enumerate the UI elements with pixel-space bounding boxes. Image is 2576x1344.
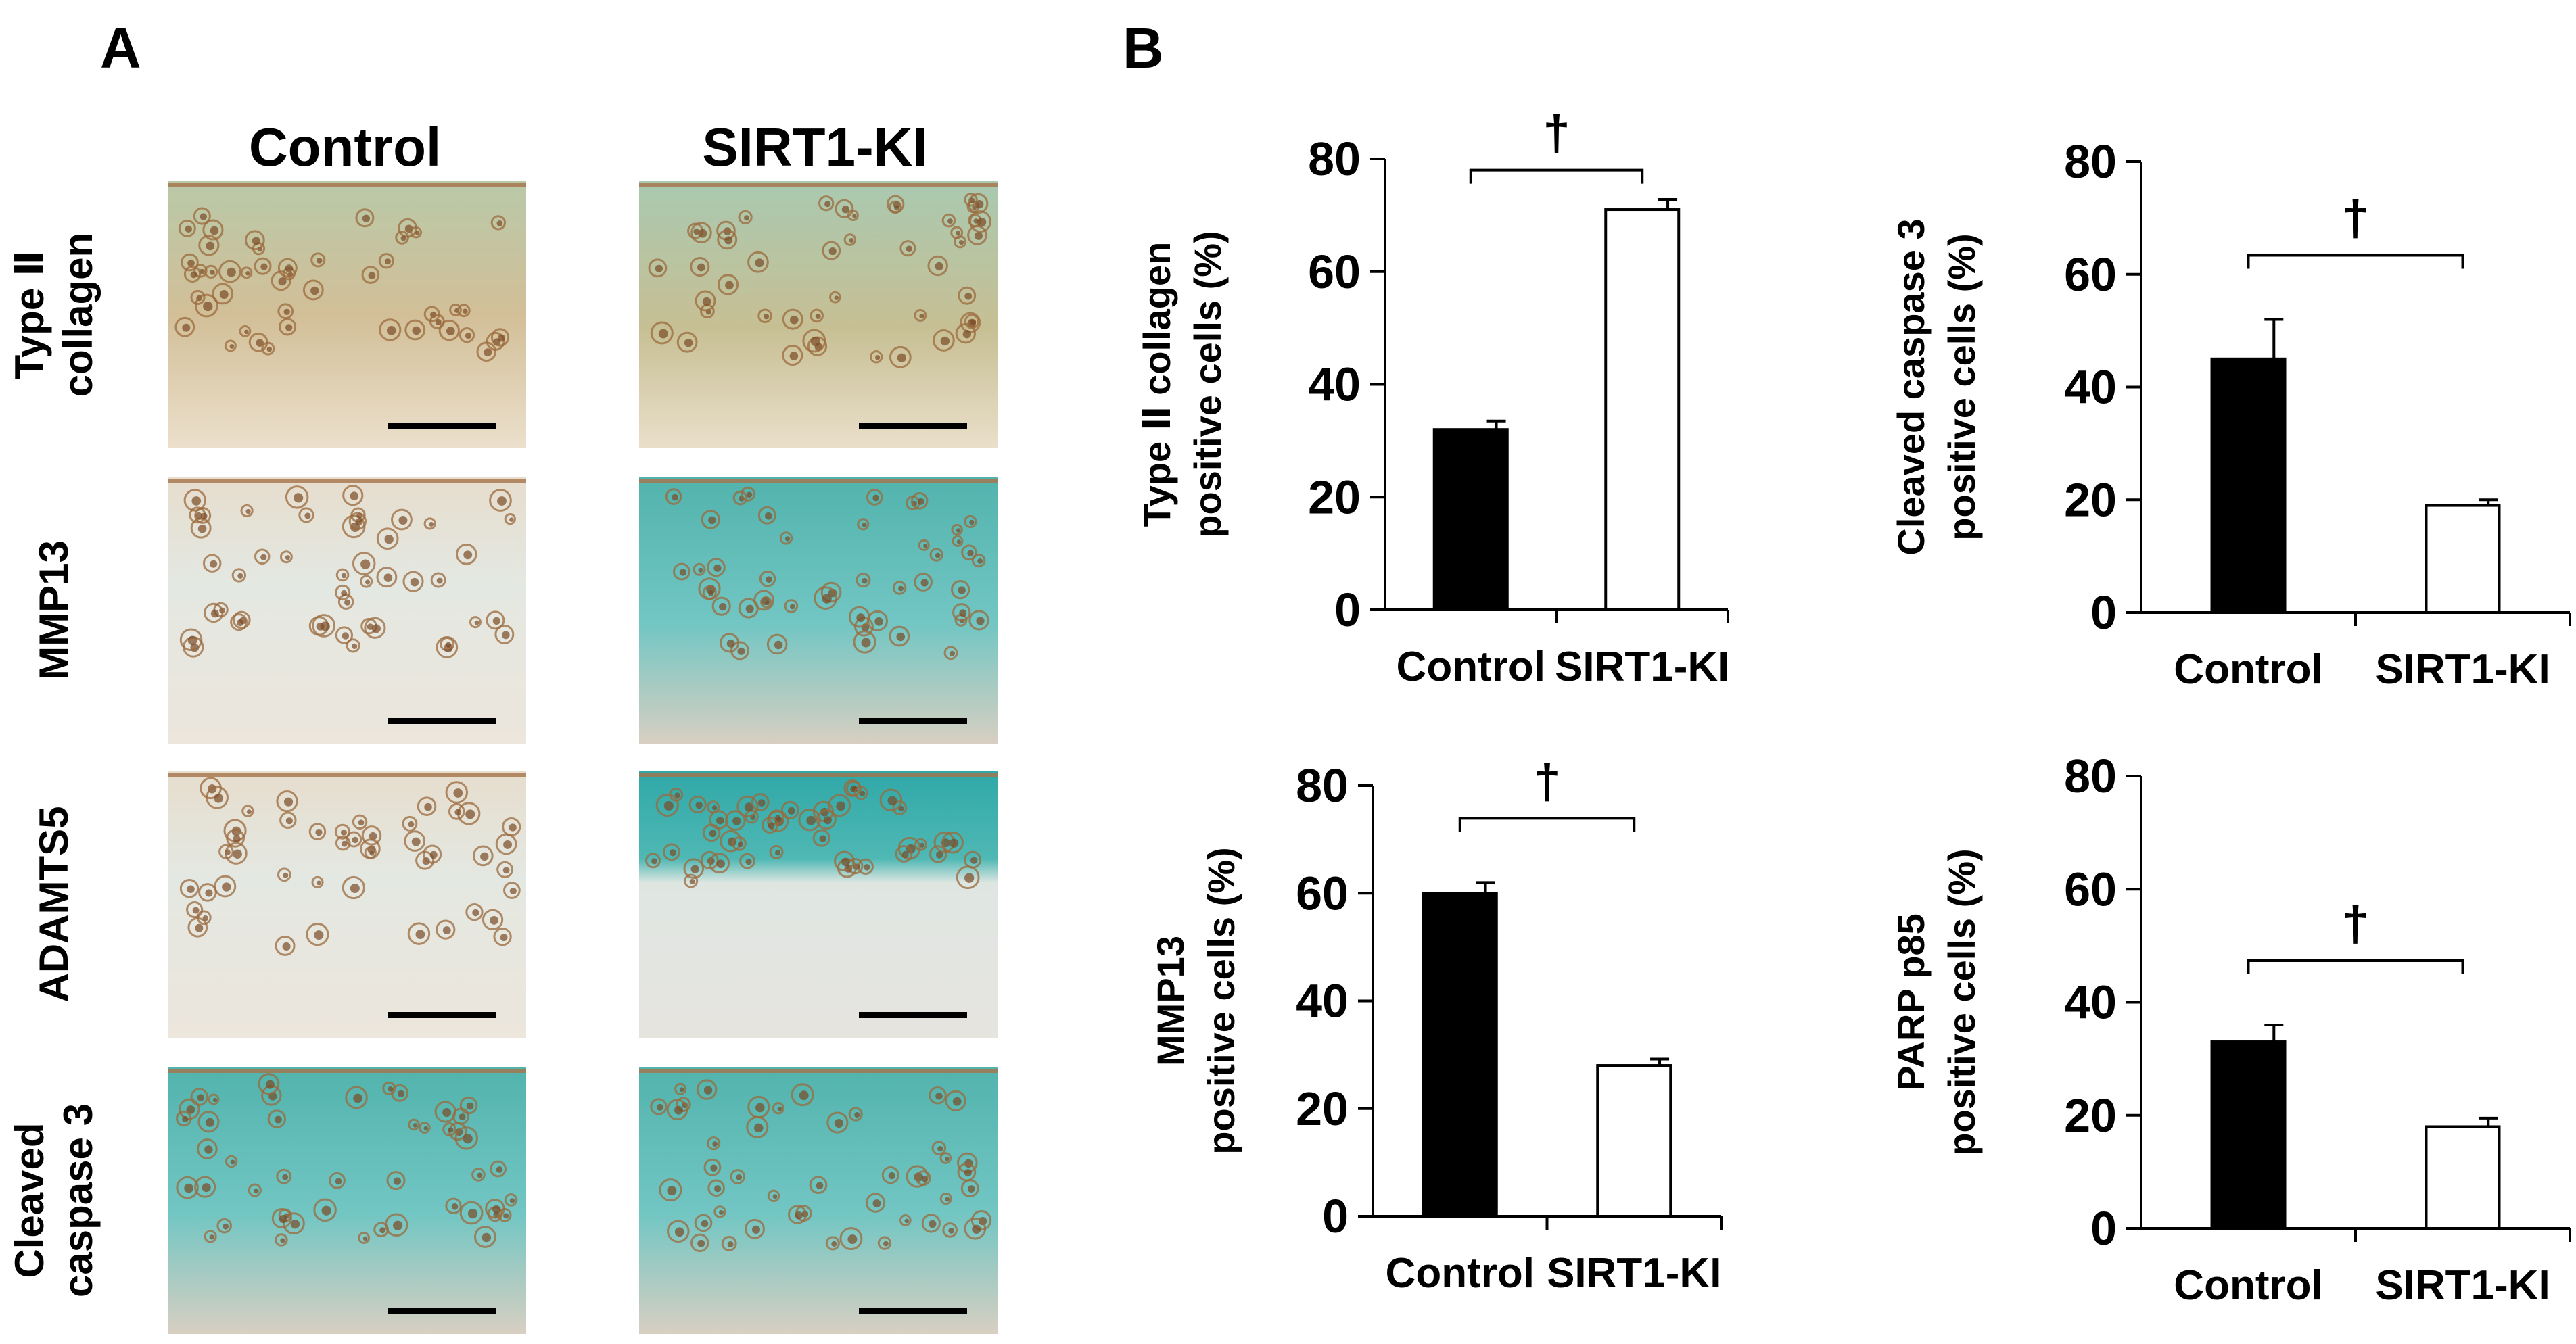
micrograph-tile <box>168 1067 526 1334</box>
micrograph-row-label: Cleaved <box>7 1122 52 1278</box>
micrograph-row-label: ADAMTS5 <box>31 806 76 1002</box>
category-label: Control <box>2174 646 2322 693</box>
significance-bracket <box>2247 959 2464 974</box>
significance-mark: † <box>1533 754 1560 809</box>
bar-control <box>1422 892 1498 1218</box>
category-label: Control <box>1386 1250 1535 1297</box>
y-tick-label: 20 <box>2064 473 2117 526</box>
micrograph-tile <box>639 771 998 1038</box>
y-tick-label: 80 <box>1296 759 1349 812</box>
y-axis-label: MMP13 <box>1149 936 1192 1066</box>
y-axis-label: PARP p85 <box>1890 913 1932 1090</box>
scale-bar <box>859 1012 967 1018</box>
y-tick-label: 40 <box>1308 358 1361 411</box>
y-tick-label: 80 <box>2064 135 2117 188</box>
y-tick-label: 80 <box>1308 133 1361 185</box>
category-label: SIRT1-KI <box>2375 646 2550 693</box>
significance-mark: † <box>2342 897 2369 951</box>
bar-control <box>1432 428 1509 611</box>
scale-bar <box>388 1308 496 1314</box>
y-axis-label: positive cells (%) <box>1186 231 1229 537</box>
y-tick-label: 20 <box>1296 1082 1349 1135</box>
significance-mark: † <box>1543 107 1570 161</box>
micrograph-tile <box>639 477 998 744</box>
bar-control <box>2210 1040 2287 1230</box>
significance-bracket <box>2247 254 2464 269</box>
micrograph-row-label: collagen <box>55 233 101 397</box>
y-tick-label: 0 <box>2090 1202 2117 1255</box>
significance-bracket <box>1469 168 1644 184</box>
panel-letter-a: A <box>100 16 141 80</box>
micrograph-tile <box>639 1067 998 1334</box>
bar-sirt1-ki <box>1596 1064 1672 1218</box>
category-label: SIRT1-KI <box>1547 1250 1721 1297</box>
y-tick-label: 20 <box>1308 471 1361 523</box>
bar-control <box>2210 357 2287 614</box>
scale-bar <box>859 1308 967 1314</box>
y-tick-label: 80 <box>2064 750 2117 802</box>
category-label: Control <box>2174 1262 2322 1309</box>
panel-letter-b: B <box>1123 16 1164 80</box>
micrograph-tile <box>168 771 526 1038</box>
bar-chart-4: 0 20 40 60 80 Control SIRT1-KI † PARP p85 positiv… <box>1890 750 2571 1309</box>
micrograph-row-label: Type Ⅱ <box>7 250 52 380</box>
y-tick-label: 60 <box>1296 867 1349 919</box>
y-axis-label: positive cells (%) <box>1940 233 1983 540</box>
category-label: Control <box>1397 644 1545 690</box>
y-tick-label: 40 <box>1296 975 1349 1028</box>
bar-sirt1-ki <box>2425 1125 2501 1230</box>
micrograph-tile <box>639 181 998 448</box>
scale-bar <box>388 423 496 429</box>
scale-bar <box>388 1012 496 1018</box>
bar-chart-1: 0 20 40 60 80 Control SIRT1-KI † Type Ⅱ collagen… <box>1135 107 1729 690</box>
bar-chart-2: 0 20 40 60 80 Control SIRT1-KI † Cleaved caspase… <box>1890 135 2571 693</box>
bar-chart-3: 0 20 40 60 80 Control SIRT1-KI † MMP13 positive c… <box>1149 754 1723 1297</box>
bar-sirt1-ki <box>2425 504 2501 615</box>
micrograph-column-title-control: Control <box>249 117 441 177</box>
micrograph-row-label: caspase 3 <box>55 1103 101 1297</box>
y-axis-label: Type Ⅱ collagen <box>1135 242 1178 527</box>
y-axis-label: positive cells (%) <box>1940 848 1983 1155</box>
y-axis-label: positive cells (%) <box>1200 847 1242 1154</box>
y-tick-label: 40 <box>2064 361 2117 414</box>
y-tick-label: 60 <box>1308 245 1361 298</box>
y-tick-label: 40 <box>2064 976 2117 1029</box>
category-label: SIRT1-KI <box>1555 644 1729 690</box>
y-tick-label: 20 <box>2064 1089 2117 1142</box>
y-axis-label: Cleaved caspase 3 <box>1890 218 1932 555</box>
scale-bar <box>859 423 967 429</box>
significance-mark: † <box>2342 191 2369 245</box>
y-tick-label: 0 <box>1322 1190 1349 1243</box>
micrograph-tile <box>168 181 526 448</box>
y-tick-label: 0 <box>1334 583 1361 636</box>
y-tick-label: 0 <box>2090 586 2117 639</box>
y-tick-label: 60 <box>2064 863 2117 915</box>
micrograph-column-title-sirt1-ki: SIRT1-KI <box>702 117 927 177</box>
scale-bar <box>859 718 967 724</box>
micrograph-row-label: MMP13 <box>31 540 76 680</box>
y-tick-label: 60 <box>2064 248 2117 301</box>
category-label: SIRT1-KI <box>2375 1262 2550 1309</box>
micrograph-tile <box>168 477 526 744</box>
bar-sirt1-ki <box>1604 208 1681 612</box>
scale-bar <box>388 718 496 724</box>
significance-bracket <box>1458 817 1636 832</box>
